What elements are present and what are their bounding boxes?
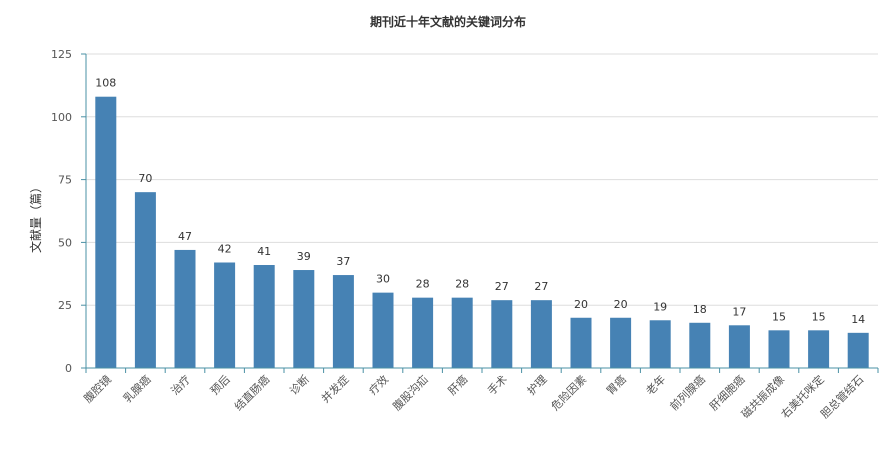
grid-lines [86, 53, 878, 306]
bar [847, 332, 869, 368]
y-tick-label: 125 [51, 48, 72, 61]
x-tick-label: 肝癌 [445, 372, 470, 397]
value-label: 20 [614, 298, 628, 311]
bar [768, 330, 790, 368]
chart-title: 期刊近十年文献的关键词分布 [370, 14, 526, 29]
value-label: 19 [653, 300, 667, 313]
bar [689, 322, 711, 368]
bars [95, 96, 869, 368]
value-label: 27 [534, 280, 548, 293]
value-label: 47 [178, 230, 192, 243]
x-tick-label: 护理 [524, 372, 549, 397]
bar [808, 330, 830, 368]
y-tick-labels: 0 25 50 75 100 125 [51, 48, 72, 375]
value-label: 27 [495, 280, 509, 293]
value-labels: 108 70 47 42 41 39 37 30 28 28 27 27 20 20 19 18 17 15 15 1… [95, 77, 865, 326]
x-tick-labels: 腹腔镜 乳腺癌 治疗 预后 结直肠癌 诊断 并发症 疗效 腹股沟疝 肝癌 手术 护理 危险因素 胃癌 老年前… [81, 372, 867, 421]
value-label: 18 [693, 303, 707, 316]
value-label: 42 [218, 242, 232, 255]
x-tick-label: 诊断 [286, 372, 311, 397]
axes [81, 53, 879, 373]
x-tick-label: 胆总管结石 [818, 372, 867, 421]
bar [530, 300, 552, 368]
y-tick-label: 100 [51, 111, 72, 124]
bar [649, 320, 671, 368]
x-tick-label: 腹股沟疝 [390, 372, 431, 413]
bar [293, 270, 315, 368]
y-tick-label: 75 [58, 174, 72, 187]
bar [214, 262, 236, 368]
x-tick-label: 疗效 [366, 372, 391, 397]
value-label: 37 [336, 255, 350, 268]
x-tick-label: 治疗 [168, 372, 193, 397]
y-tick-label: 0 [65, 362, 72, 375]
value-label: 39 [297, 250, 311, 263]
y-tick-label: 25 [58, 299, 72, 312]
bar [95, 96, 117, 368]
value-label: 41 [257, 245, 271, 258]
value-label: 20 [574, 298, 588, 311]
bar [570, 317, 592, 368]
x-tick-label: 危险因素 [548, 372, 589, 413]
bar [372, 292, 394, 368]
x-tick-label: 前列腺癌 [667, 372, 708, 413]
bar [451, 297, 473, 368]
bar [728, 325, 750, 368]
bar [491, 300, 513, 368]
x-tick-label: 乳腺癌 [120, 372, 153, 405]
x-tick-label: 腹腔镜 [81, 372, 114, 405]
x-tick-label: 胃癌 [603, 372, 628, 397]
bar [610, 317, 632, 368]
value-label: 108 [95, 77, 116, 90]
x-tick-label: 手术 [484, 372, 509, 397]
y-tick-label: 50 [58, 236, 72, 249]
bar [412, 297, 434, 368]
value-label: 15 [772, 310, 786, 323]
value-label: 70 [138, 172, 152, 185]
x-tick-label: 肝细胞癌 [707, 372, 748, 413]
bar [332, 275, 354, 368]
value-label: 28 [455, 278, 469, 291]
value-label: 15 [812, 310, 826, 323]
x-tick-label: 预后 [208, 373, 233, 398]
x-tick-label: 结直肠癌 [231, 372, 272, 413]
value-label: 30 [376, 273, 390, 286]
x-tick-label: 并发症 [318, 372, 351, 405]
bar [134, 192, 156, 368]
value-label: 28 [416, 278, 430, 291]
x-tick-label: 老年 [643, 372, 668, 397]
value-label: 17 [732, 305, 746, 318]
y-axis-label: 文献量（篇） [28, 181, 43, 253]
bar [253, 265, 275, 368]
value-label: 14 [851, 313, 865, 326]
bar [174, 249, 196, 368]
